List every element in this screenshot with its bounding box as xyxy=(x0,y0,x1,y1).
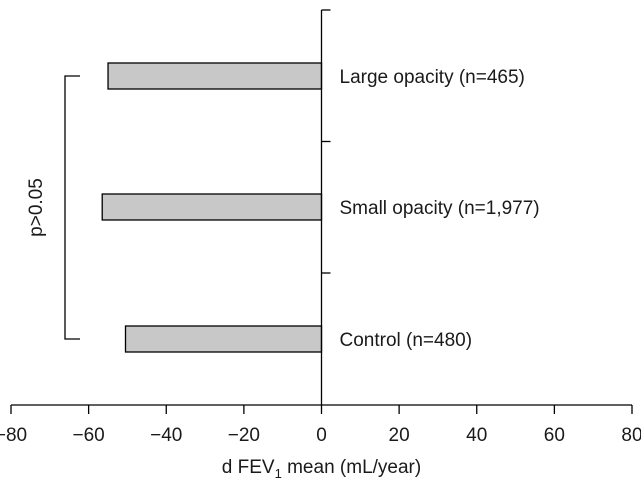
x-tick-label-4: 0 xyxy=(316,425,327,446)
x-tick-label-2: −40 xyxy=(150,425,182,446)
category-label-0: Large opacity (n=465) xyxy=(340,67,525,88)
x-axis-ticks xyxy=(10,405,633,414)
x-axis-tick-labels: −80 −60 −40 −20 0 20 40 60 80 xyxy=(0,425,641,446)
category-label-2: Control (n=480) xyxy=(340,330,473,351)
x-tick-label-3: −20 xyxy=(228,425,260,446)
x-tick-label-0: −80 xyxy=(0,425,27,446)
x-tick-label-8: 80 xyxy=(621,425,641,446)
y-axis-ticks xyxy=(321,9,331,274)
significance-bracket xyxy=(64,75,80,340)
bar-0 xyxy=(107,62,323,90)
x-axis-title-subscript: 1 xyxy=(275,466,282,481)
significance-label: p>0.05 xyxy=(26,178,47,237)
x-axis-title-prefix: d FEV xyxy=(222,457,275,478)
category-labels: Large opacity (n=465) Small opacity (n=1,… xyxy=(340,67,540,351)
bar-1 xyxy=(101,193,323,221)
x-tick-label-1: −60 xyxy=(73,425,105,446)
x-axis-title-suffix: mean (mL/year) xyxy=(282,457,421,478)
x-axis-title: d FEV1 mean (mL/year) xyxy=(222,457,421,481)
bar-2 xyxy=(124,325,323,353)
bars-group xyxy=(101,62,323,353)
x-tick-label-6: 40 xyxy=(466,425,487,446)
x-tick-label-7: 60 xyxy=(544,425,565,446)
category-label-1: Small opacity (n=1,977) xyxy=(340,198,540,219)
x-tick-label-5: 20 xyxy=(389,425,410,446)
